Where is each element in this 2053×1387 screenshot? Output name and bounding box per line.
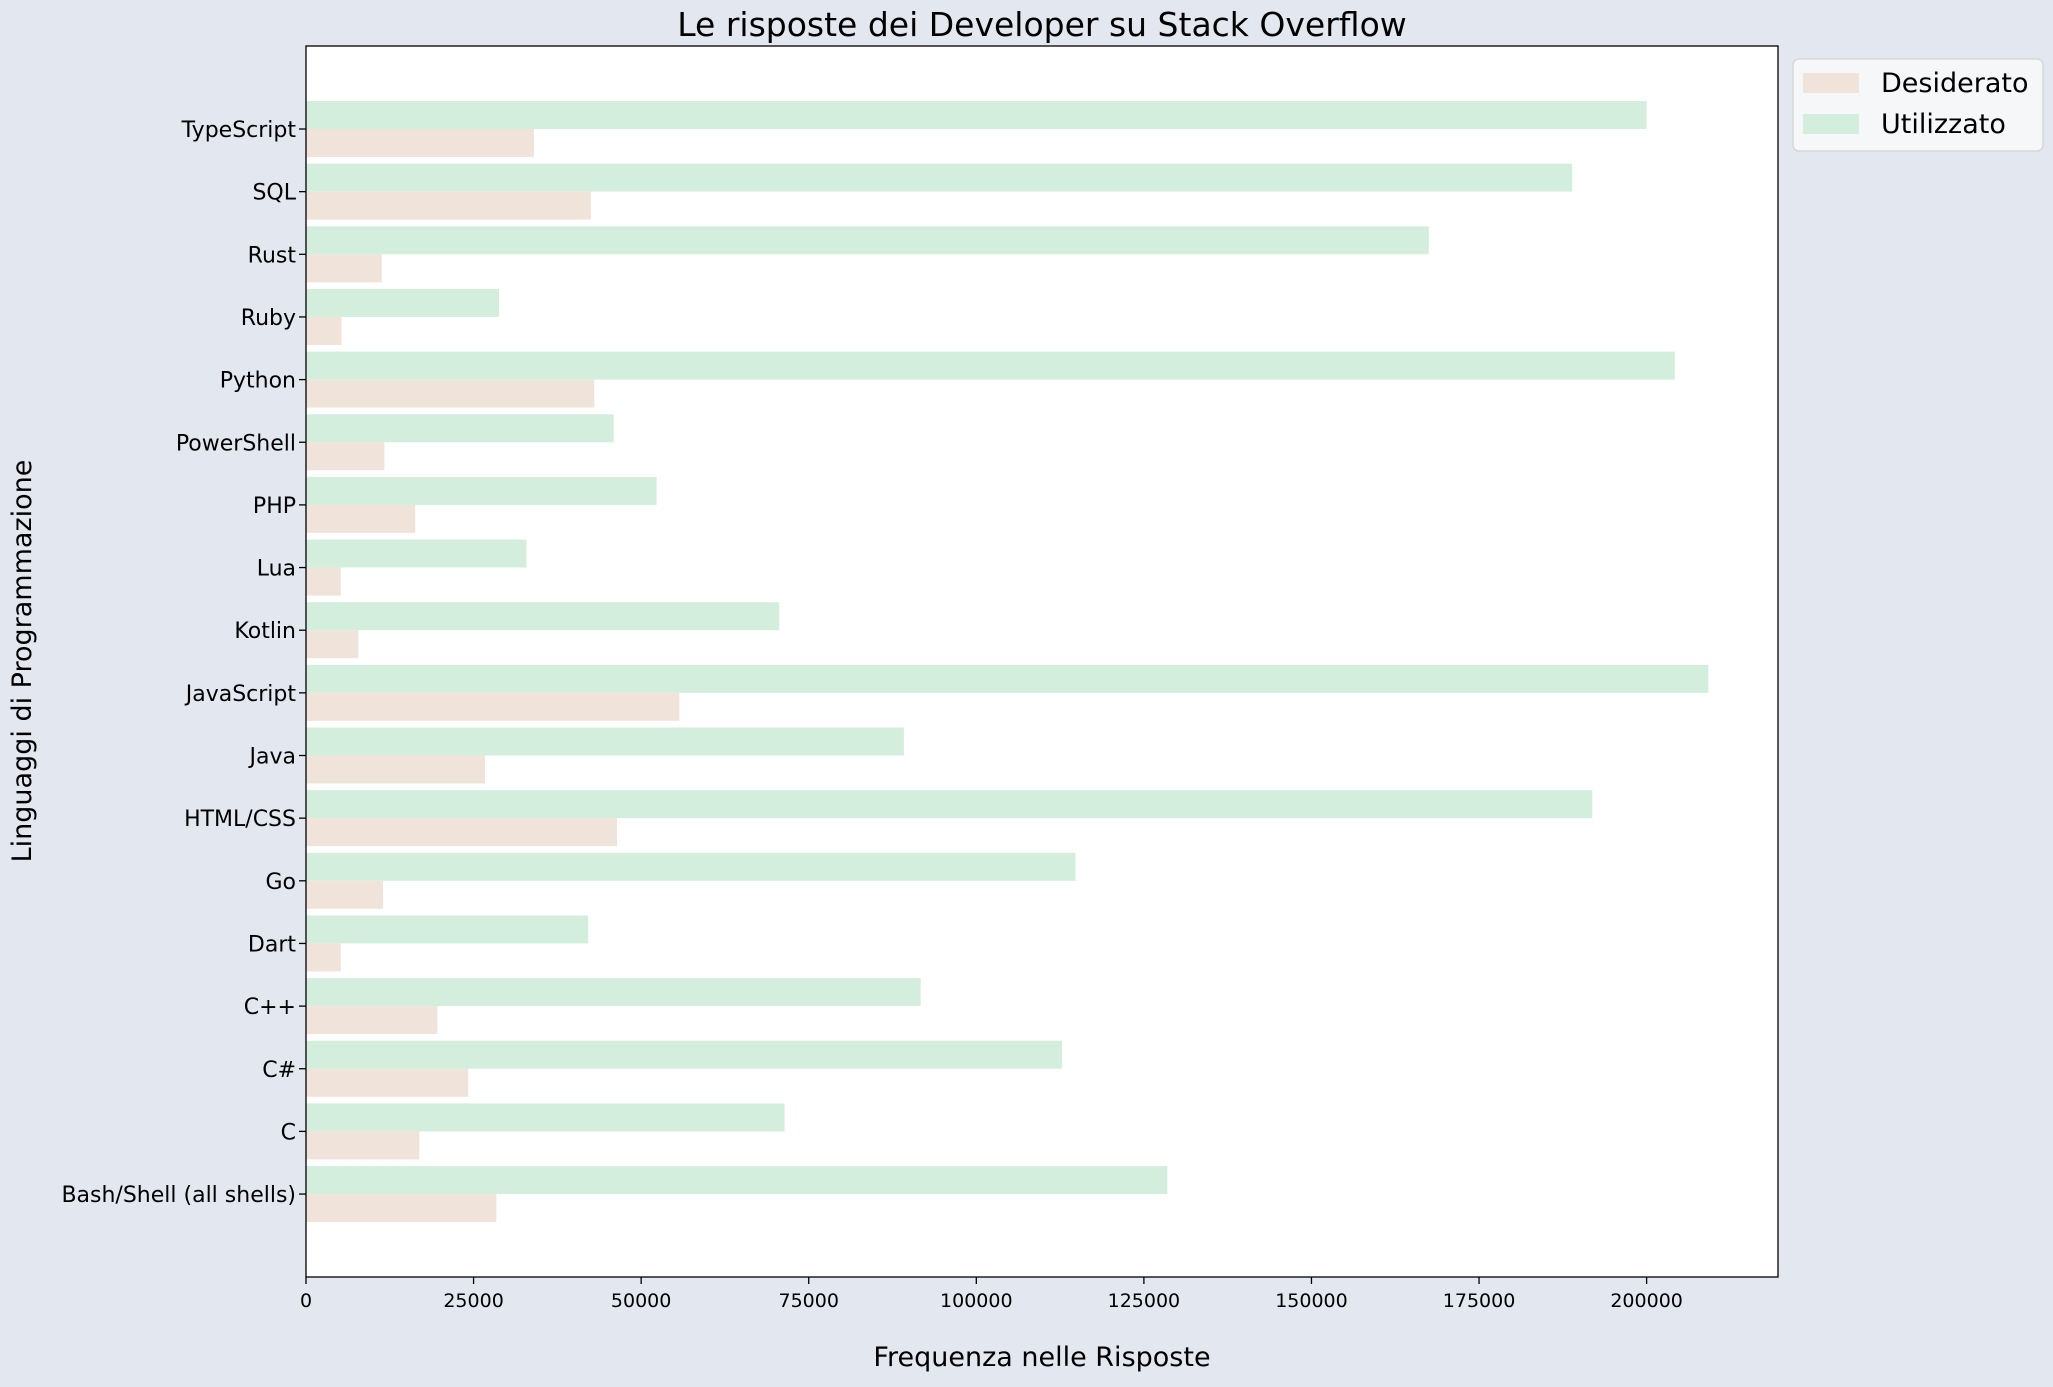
bar-desiderato-python [306,379,595,408]
y-tick-label-php: PHP [253,494,296,519]
bar-desiderato-html-css [306,818,618,847]
y-tick-label-c: C++ [244,995,296,1020]
bar-desiderato-ruby [306,316,342,345]
bar-desiderato-c [306,1006,438,1035]
legend-label-utilizzato: Utilizzato [1881,109,2006,140]
y-tick-label-javascript: JavaScript [184,682,297,707]
bar-utilizzato-typescript [306,101,1647,129]
bar-utilizzato-python [306,351,1675,380]
chart-title: Le risposte dei Developer su Stack Overf… [677,5,1407,44]
bar-desiderato-kotlin [306,630,359,659]
y-tick-label-c: C [281,1120,296,1145]
y-tick-label-rust: Rust [248,243,297,268]
bar-desiderato-typescript [306,129,534,157]
y-tick-label-dart: Dart [248,932,296,957]
x-tick-label-8: 200000 [1610,1290,1683,1312]
bar-utilizzato-dart [306,915,589,944]
bar-desiderato-bash-shell-all-shells [306,1194,497,1223]
bar-desiderato-c [306,1068,469,1097]
y-tick-label-go: Go [265,870,296,895]
bar-desiderato-dart [306,943,341,972]
bar-utilizzato-rust [306,226,1429,255]
bar-utilizzato-sql [306,163,1573,192]
x-tick-label-0: 0 [300,1290,312,1312]
bar-utilizzato-lua [306,539,527,568]
y-tick-label-typescript: TypeScript [181,118,297,143]
bar-utilizzato-html-css [306,790,1593,819]
bar-desiderato-javascript [306,692,680,721]
legend-swatch-utilizzato [1803,114,1859,134]
x-tick-label-2: 50000 [611,1290,671,1312]
bar-utilizzato-c [306,978,921,1007]
bar-utilizzato-javascript [306,664,1709,693]
bar-desiderato-c [306,1131,420,1160]
x-axis-label: Frequenza nelle Risposte [873,1342,1210,1373]
bars-layer [306,101,1709,1223]
x-tick-label-5: 125000 [1108,1290,1181,1312]
bar-utilizzato-go [306,852,1076,881]
bar-desiderato-go [306,880,384,909]
y-tick-label-ruby: Ruby [241,306,296,331]
y-tick-label-powershell: PowerShell [176,431,296,456]
bar-desiderato-java [306,755,485,784]
bar-utilizzato-bash-shell-all-shells [306,1166,1168,1195]
x-tick-label-4: 100000 [940,1290,1013,1312]
legend: Desiderato Utilizzato [1792,58,2044,152]
y-tick-label-bash-shell-all-shells: Bash/Shell (all shells) [61,1183,296,1208]
y-tick-label-sql: SQL [252,181,296,206]
y-tick-label-java: Java [248,745,296,770]
x-tick-label-6: 150000 [1275,1290,1348,1312]
bar-desiderato-rust [306,254,382,283]
bar-utilizzato-powershell [306,414,614,443]
bar-utilizzato-kotlin [306,602,780,631]
y-tick-label-python: Python [220,369,296,394]
x-tick-label-1: 25000 [443,1290,503,1312]
bar-utilizzato-java [306,727,904,756]
ticks-layer: TypeScript SQL Rust Ruby Python PowerShell PHP… [61,118,1682,1312]
x-tick-label-7: 175000 [1443,1290,1516,1312]
y-tick-label-kotlin: Kotlin [234,619,296,644]
bar-utilizzato-c [306,1040,1063,1069]
bar-utilizzato-ruby [306,288,500,317]
x-tick-label-3: 75000 [779,1290,839,1312]
legend-swatch-desiderato [1803,73,1859,93]
y-tick-label-html-css: HTML/CSS [184,807,296,832]
legend-label-desiderato: Desiderato [1881,68,2028,99]
bar-desiderato-php [306,504,416,533]
bar-desiderato-powershell [306,442,385,471]
plot-frame [305,45,1779,1278]
bar-desiderato-lua [306,567,341,596]
y-tick-label-lua: Lua [257,557,296,582]
y-tick-label-c: C# [262,1058,296,1083]
y-axis-label: Linguaggi di Programmazione [7,460,38,863]
bar-utilizzato-php [306,476,657,505]
bar-utilizzato-c [306,1103,785,1132]
bar-desiderato-sql [306,191,591,220]
